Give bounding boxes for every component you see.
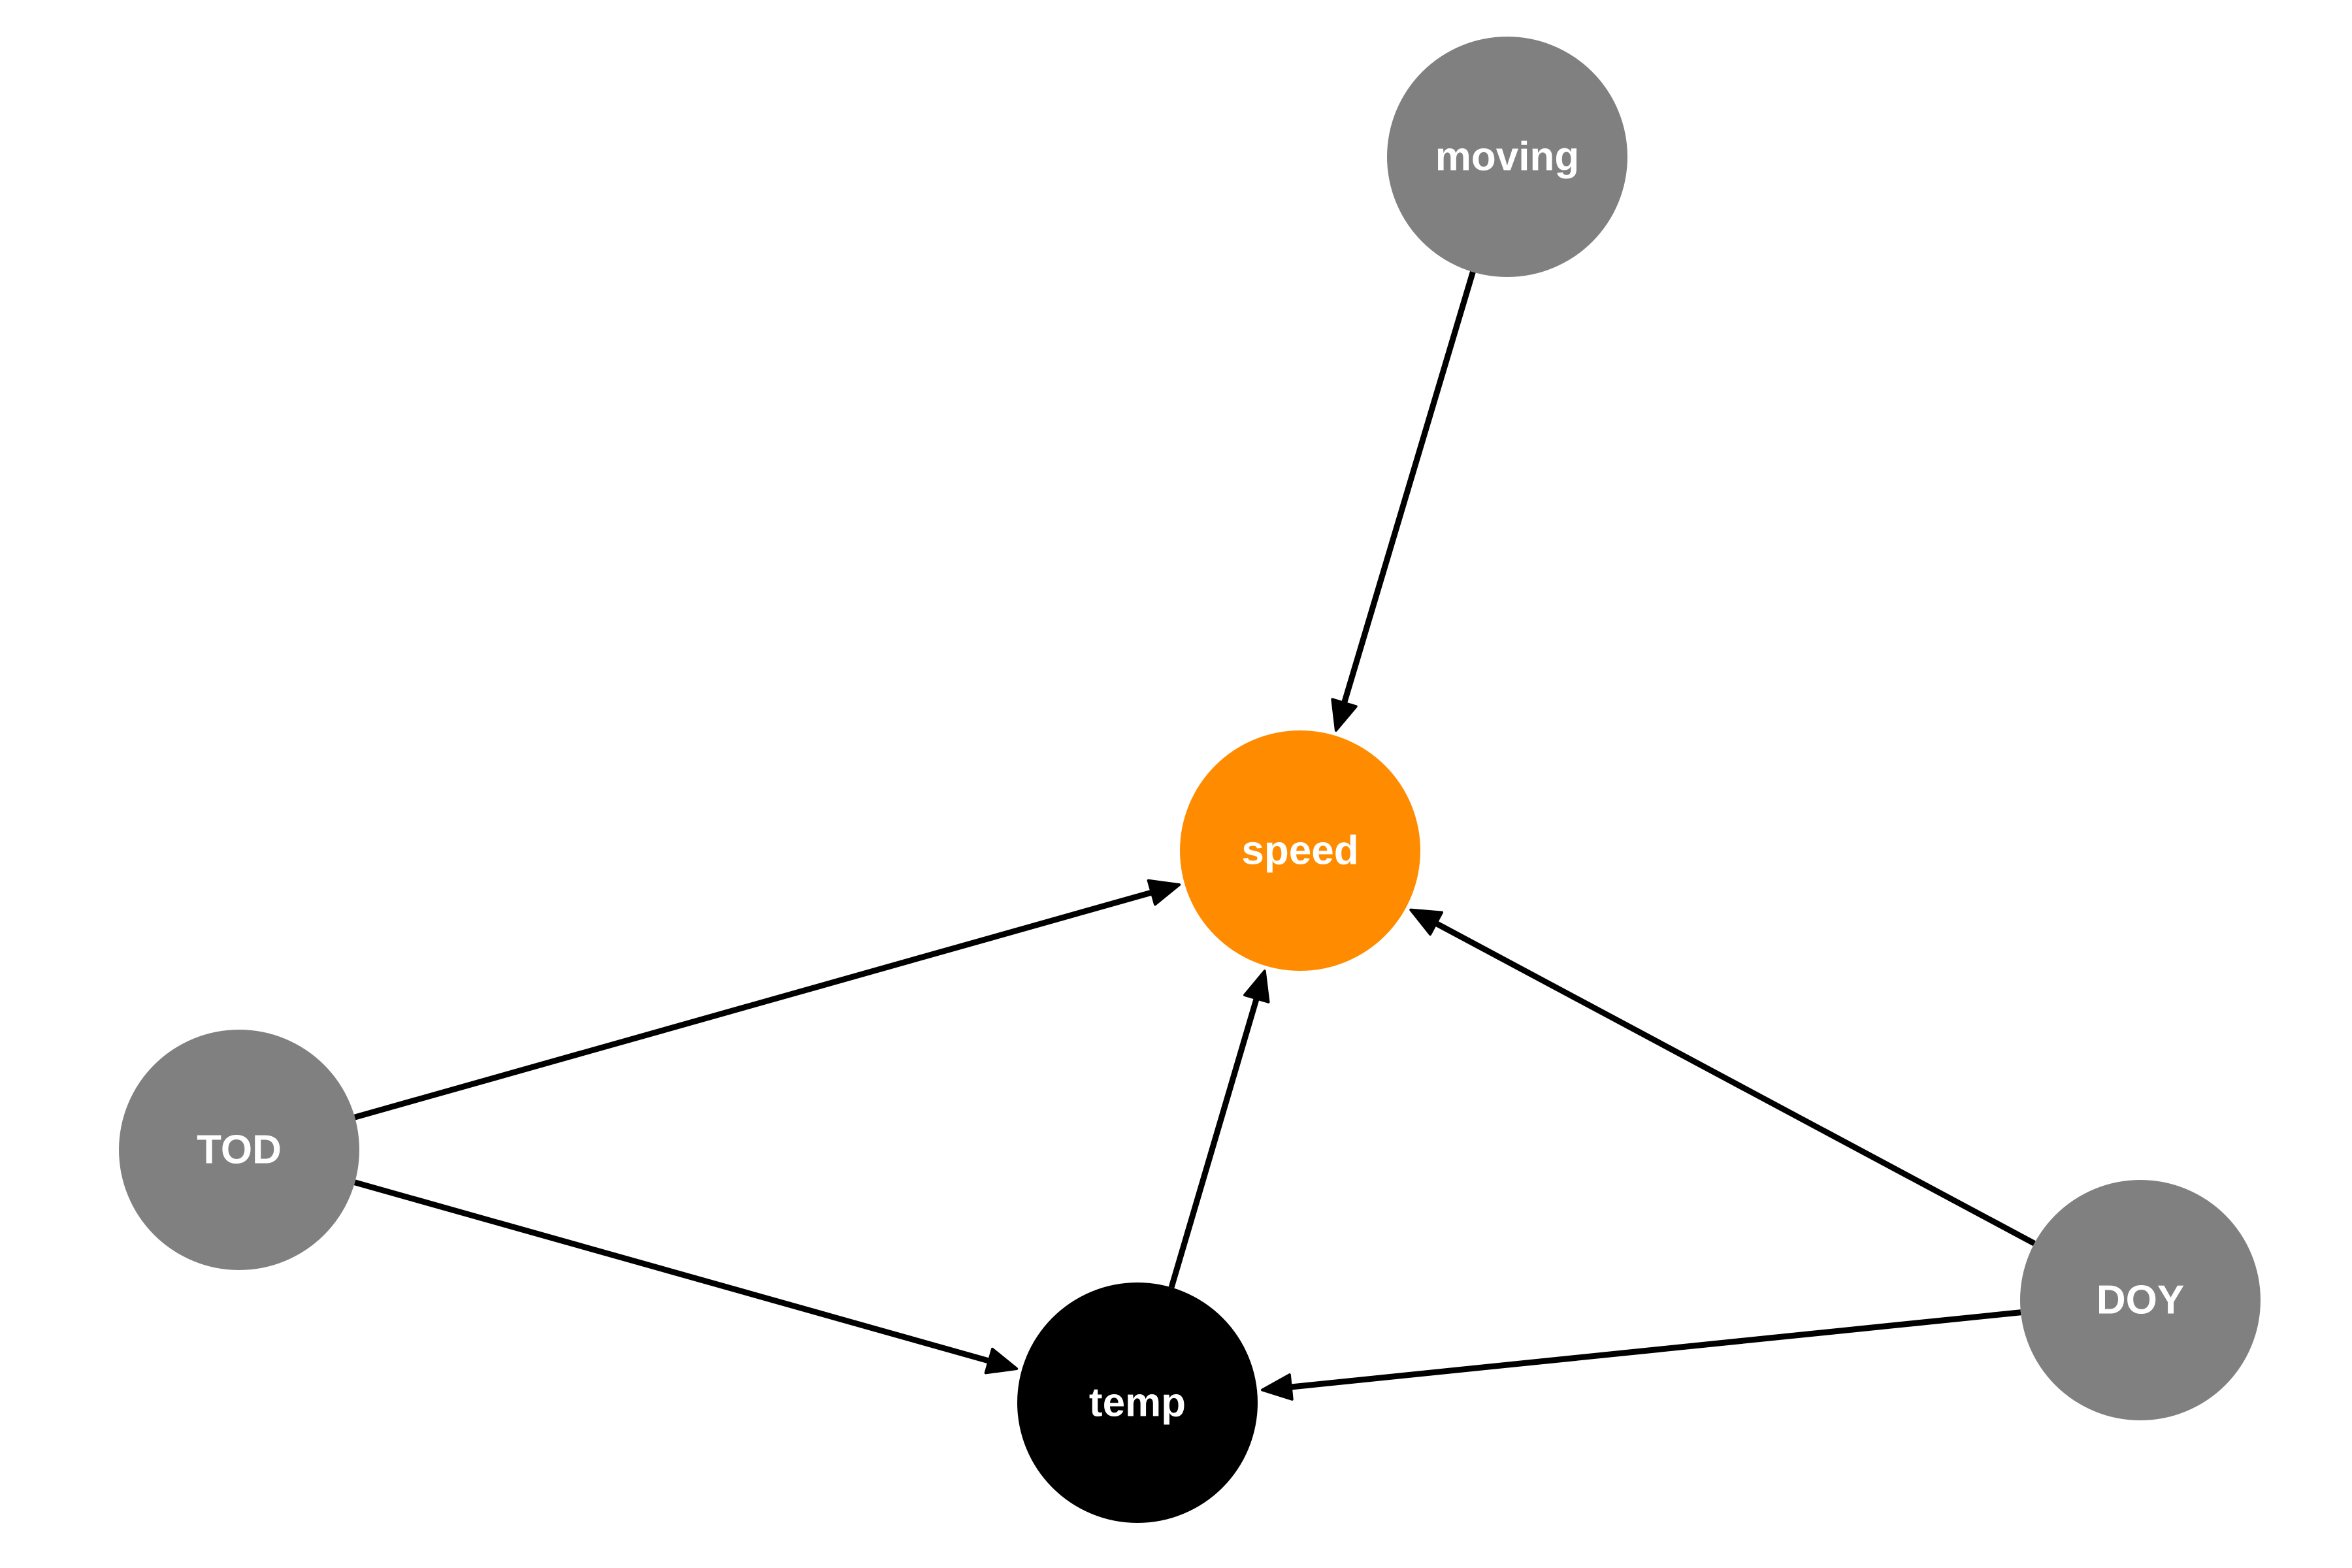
edge-TOD-to-speed bbox=[353, 879, 1181, 1120]
node-circle bbox=[119, 1030, 359, 1270]
node-label: moving bbox=[1435, 135, 1579, 180]
arrowhead-icon bbox=[1331, 698, 1358, 732]
arrowhead-icon bbox=[1261, 1373, 1294, 1401]
node-speed: speed bbox=[1180, 730, 1420, 971]
edge-moving-to-speed bbox=[1331, 271, 1476, 732]
edge-line bbox=[353, 1179, 994, 1365]
node-circle bbox=[1017, 1282, 1258, 1523]
node-circle bbox=[1180, 730, 1420, 971]
node-circle bbox=[1387, 37, 1627, 277]
node-label: DOY bbox=[2097, 1278, 2184, 1323]
edge-line bbox=[353, 889, 1156, 1120]
edge-line bbox=[1431, 919, 2036, 1247]
arrowhead-icon bbox=[1409, 908, 1444, 936]
node-label: TOD bbox=[197, 1128, 282, 1173]
edge-DOY-to-speed bbox=[1409, 908, 2036, 1247]
node-label: temp bbox=[1089, 1380, 1186, 1426]
edge-DOY-to-temp bbox=[1261, 1309, 2021, 1401]
nodes-layer: moving speed TOD temp DOY bbox=[119, 37, 2261, 1523]
edges-layer bbox=[353, 271, 2036, 1401]
node-label: speed bbox=[1241, 828, 1358, 874]
edge-temp-to-speed bbox=[1168, 970, 1270, 1288]
edge-TOD-to-temp bbox=[353, 1179, 1019, 1375]
node-doy: DOY bbox=[2020, 1180, 2261, 1420]
edge-line bbox=[1168, 994, 1261, 1288]
arrowhead-icon bbox=[984, 1347, 1019, 1375]
node-circle bbox=[2020, 1180, 2261, 1420]
node-tod: TOD bbox=[119, 1030, 359, 1270]
edge-line bbox=[1286, 1309, 2021, 1391]
node-moving: moving bbox=[1387, 37, 1627, 277]
edge-line bbox=[1340, 271, 1476, 708]
arrowhead-icon bbox=[1243, 970, 1270, 1004]
arrowhead-icon bbox=[1147, 879, 1181, 906]
node-temp: temp bbox=[1017, 1282, 1258, 1523]
